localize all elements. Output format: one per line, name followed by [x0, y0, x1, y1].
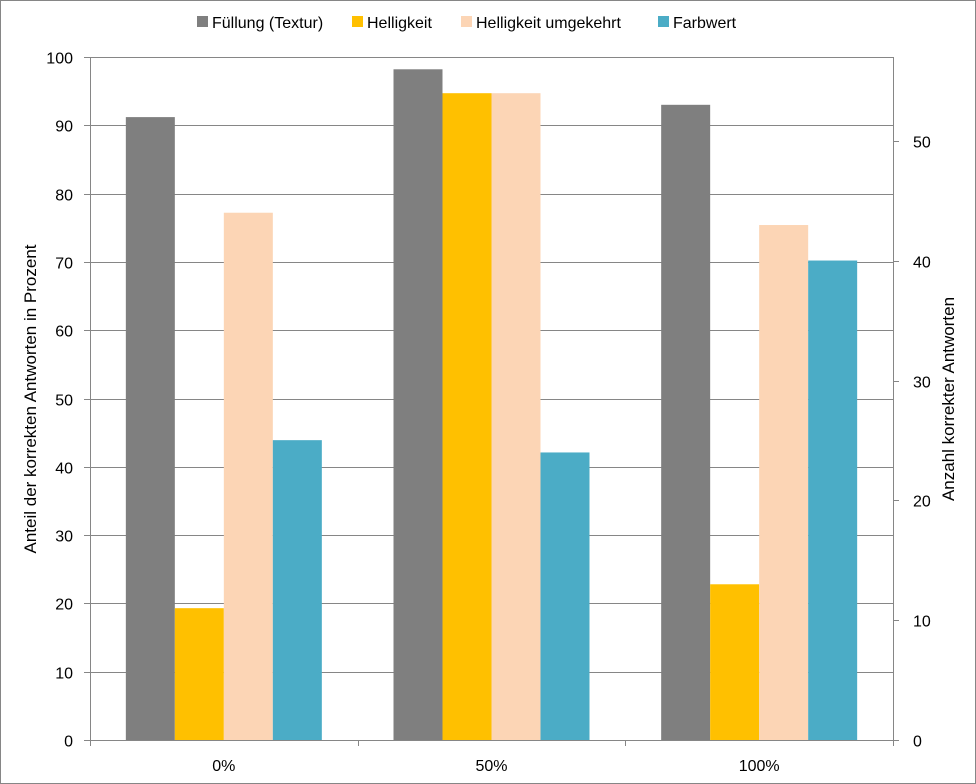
bar — [710, 584, 760, 740]
y2-tick-label: 10 — [913, 614, 931, 631]
y-tick-label: 100 — [46, 51, 73, 68]
legend: Füllung (Textur) Helligkeit Helligkeit umg… — [197, 15, 737, 32]
legend-label: Helligkeit — [367, 15, 432, 32]
y-tick-label: 0 — [64, 734, 73, 751]
y-tick-label: 90 — [55, 119, 73, 136]
y2-axis-title: Anzahl korrekter Antworten — [939, 297, 958, 501]
tick-labels: 0 10 20 30 40 50 60 70 80 90 100 0 10 20 30 40 50 0% 50% 10… — [46, 51, 931, 776]
y-axis-title: Anteil der korrekten Antworten in Prozen… — [21, 244, 40, 553]
y2-tick-label: 40 — [913, 255, 931, 272]
bar — [393, 69, 443, 740]
x-tick-label: 0% — [212, 758, 235, 775]
x-tick-label: 50% — [475, 758, 507, 775]
y-tick-label: 50 — [55, 393, 73, 410]
y2-tick-label: 30 — [913, 375, 931, 392]
legend-label: Farbwert — [673, 15, 737, 32]
bar — [125, 117, 175, 740]
legend-swatch — [658, 16, 669, 27]
y-tick-label: 20 — [55, 597, 73, 614]
legend-label: Helligkeit umgekehrt — [476, 15, 622, 32]
y-tick-label: 60 — [55, 324, 73, 341]
legend-swatch — [461, 16, 472, 27]
y-tick-label: 70 — [55, 256, 73, 273]
bar — [174, 608, 224, 740]
bar — [442, 93, 492, 741]
legend-swatch — [197, 16, 208, 27]
bar — [491, 93, 541, 741]
bar — [661, 104, 711, 740]
bar — [540, 452, 590, 740]
y2-tick-label: 50 — [913, 135, 931, 152]
y-tick-label: 40 — [55, 461, 73, 478]
y2-tick-label: 20 — [913, 494, 931, 511]
bar — [223, 212, 273, 740]
bar — [272, 440, 322, 740]
legend-swatch — [352, 16, 363, 27]
y-tick-label: 80 — [55, 188, 73, 205]
y-tick-label: 30 — [55, 529, 73, 546]
y-tick-label: 10 — [55, 666, 73, 683]
bar — [759, 225, 809, 740]
legend-label: Füllung (Textur) — [212, 15, 323, 32]
axes — [84, 57, 899, 746]
y2-tick-label: 0 — [913, 734, 922, 751]
bars — [125, 69, 858, 741]
bar — [808, 260, 858, 740]
x-tick-label: 100% — [739, 758, 780, 775]
